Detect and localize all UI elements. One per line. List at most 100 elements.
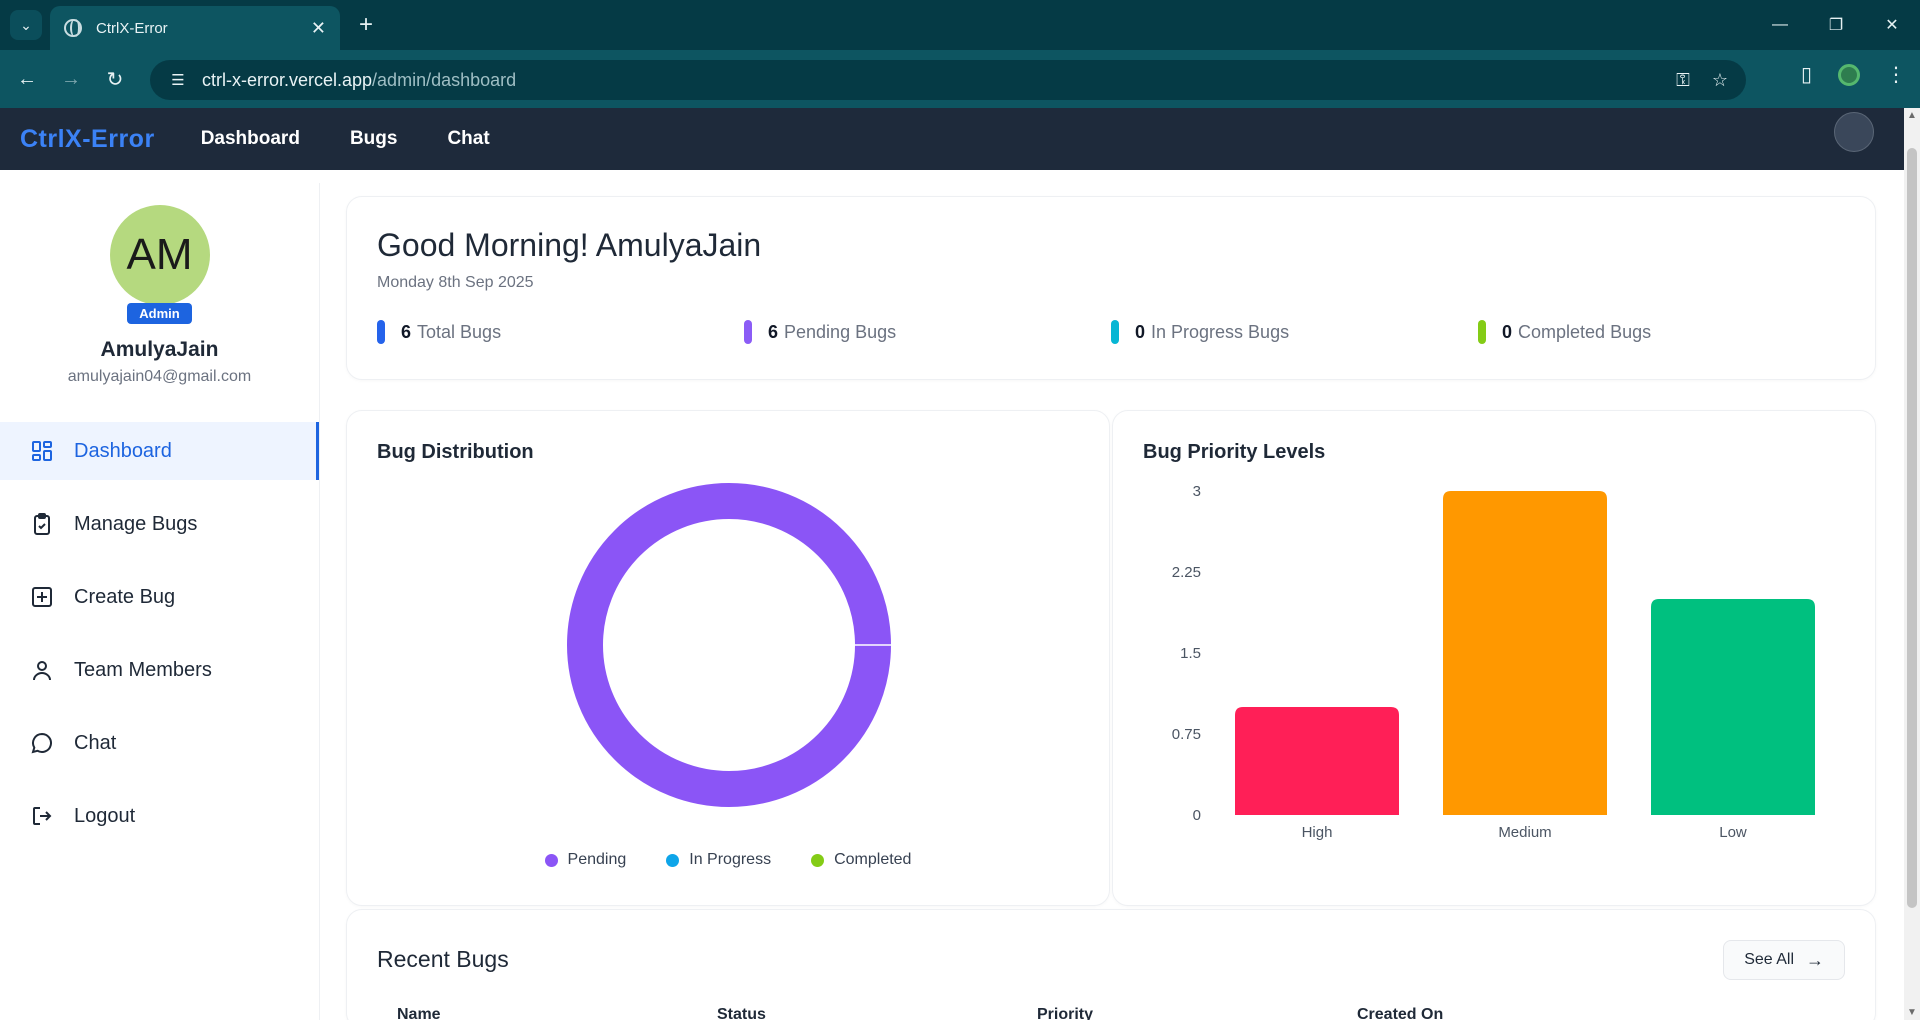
x-tick-label: Low xyxy=(1719,824,1747,841)
scroll-down-icon[interactable]: ▼ xyxy=(1907,1007,1917,1018)
arrow-right-icon: → xyxy=(1806,949,1824,970)
y-tick-label: 0 xyxy=(1193,807,1201,824)
sidebar: AM Admin AmulyaJain amulyajain04@gmail.c… xyxy=(0,183,320,1020)
see-all-label: See All xyxy=(1744,951,1794,968)
address-bar[interactable]: ☰ ctrl-x-error.vercel.app/admin/dashboar… xyxy=(150,60,1746,100)
bar-high xyxy=(1235,707,1399,815)
greeting-card: Good Morning! AmulyaJain Monday 8th Sep … xyxy=(346,196,1876,380)
profile-name: AmulyaJain xyxy=(100,338,219,361)
legend-label: Pending xyxy=(567,851,627,868)
stat-label: Total Bugs xyxy=(417,321,502,342)
stat-completed-bugs: 0 Completed Bugs xyxy=(1478,320,1845,344)
site-info-icon[interactable]: ☰ xyxy=(171,72,185,89)
stat-count: 0 xyxy=(1502,321,1513,342)
sidebar-item-label: Create Bug xyxy=(74,585,176,608)
scroll-up-icon[interactable]: ▲ xyxy=(1907,110,1917,121)
y-tick-label: 2.25 xyxy=(1172,564,1201,581)
legend-dot xyxy=(544,853,558,867)
url-path: /admin/dashboard xyxy=(372,69,517,90)
close-window-button[interactable]: ✕ xyxy=(1885,17,1899,34)
stat-in-progress-bugs: 0 In Progress Bugs xyxy=(1111,320,1478,344)
forward-button[interactable]: → xyxy=(61,67,81,90)
donut-slice-pending xyxy=(567,483,891,807)
password-key-icon[interactable]: ⚿ xyxy=(1676,69,1690,90)
restore-button[interactable]: ❐ xyxy=(1828,17,1844,34)
bar-medium xyxy=(1443,491,1607,815)
nav-chat[interactable]: Chat xyxy=(447,128,490,149)
stat-count: 6 xyxy=(768,321,779,342)
stats-row: 6 Total Bugs 6 Pending Bugs 0 In Progres… xyxy=(377,320,1845,344)
user-icon xyxy=(30,658,54,682)
legend-pending[interactable]: Pending xyxy=(544,851,627,869)
browser-tab[interactable]: CtrlX-Error ✕ xyxy=(50,6,340,50)
stat-label: Pending Bugs xyxy=(784,321,897,342)
stat-label: Completed Bugs xyxy=(1518,321,1652,342)
stat-label: In Progress Bugs xyxy=(1151,321,1290,342)
back-button[interactable]: ← xyxy=(17,67,37,90)
sidebar-item-label: Chat xyxy=(74,731,117,754)
sidebar-item-create-bug[interactable]: Create Bug xyxy=(0,568,319,626)
legend-label: Completed xyxy=(834,851,912,868)
sidebar-item-manage-bugs[interactable]: Manage Bugs xyxy=(0,495,319,553)
column-header: Created On xyxy=(1357,1006,1444,1020)
chart-title: Bug Distribution xyxy=(377,441,534,463)
stat-count: 0 xyxy=(1135,321,1146,342)
stat-bar xyxy=(377,320,385,344)
top-navbar: CtrlX-Error Dashboard Bugs Chat xyxy=(0,108,1904,170)
x-tick-label: High xyxy=(1302,824,1333,841)
recent-bugs-title: Recent Bugs xyxy=(377,946,509,972)
charts-row: Bug Distribution Pending In Progress Com… xyxy=(346,410,1876,906)
legend-dot xyxy=(666,853,680,867)
sidebar-item-dashboard[interactable]: Dashboard xyxy=(0,422,319,480)
bug-priority-card: Bug Priority Levels 0 0.75 1.5 2.25 3 High Med… xyxy=(1112,410,1876,906)
extension-icon[interactable] xyxy=(1838,63,1860,86)
avatar: AM xyxy=(109,205,210,305)
page-scrollbar[interactable]: ▲ ▼ xyxy=(1904,108,1920,1020)
brand-logo[interactable]: CtrlX-Error xyxy=(20,124,155,153)
bookmark-star-icon[interactable]: ☆ xyxy=(1711,69,1728,90)
window-controls: — ❐ ✕ xyxy=(1752,0,1920,50)
legend-label: In Progress xyxy=(689,851,772,868)
stat-pending-bugs: 6 Pending Bugs xyxy=(744,320,1111,344)
y-tick-label: 0.75 xyxy=(1172,726,1201,743)
browser-toolbar: ← → ↻ ☰ ctrl-x-error.vercel.app/admin/da… xyxy=(0,50,1920,108)
close-tab-icon[interactable]: ✕ xyxy=(310,17,326,38)
new-tab-button[interactable]: + xyxy=(358,11,373,38)
plus-square-icon xyxy=(30,585,54,609)
stat-total-bugs: 6 Total Bugs xyxy=(377,320,744,344)
sidebar-menu: Dashboard Manage Bugs Create Bug Team Me… xyxy=(0,422,319,845)
scrollbar-thumb[interactable] xyxy=(1907,148,1917,908)
chart-legend: Pending In Progress Completed xyxy=(347,851,1109,869)
nav-dashboard[interactable]: Dashboard xyxy=(200,128,300,149)
sidebar-item-team-members[interactable]: Team Members xyxy=(0,641,319,699)
role-badge: Admin xyxy=(127,303,192,324)
y-tick-label: 1.5 xyxy=(1180,645,1201,662)
url-host: ctrl-x-error.vercel.app xyxy=(202,69,373,90)
chart-title: Bug Priority Levels xyxy=(1143,441,1326,463)
tab-search-button[interactable]: ⌄ xyxy=(10,10,42,40)
user-avatar-button[interactable] xyxy=(1834,112,1874,152)
sidebar-item-logout[interactable]: Logout xyxy=(0,787,319,845)
recent-bugs-card: Recent Bugs See All → Name Status Priori… xyxy=(346,909,1876,1020)
legend-completed[interactable]: Completed xyxy=(811,851,911,869)
sidebar-item-chat[interactable]: Chat xyxy=(0,714,319,772)
logout-icon xyxy=(30,804,54,828)
column-header: Status xyxy=(717,1006,766,1020)
globe-icon xyxy=(64,19,82,37)
bar-chart: 0 0.75 1.5 2.25 3 High Medium Low xyxy=(1172,483,1815,841)
legend-in-progress[interactable]: In Progress xyxy=(666,851,771,869)
extensions-puzzle-icon[interactable]: ▯ xyxy=(1800,64,1812,86)
dashboard-grid-icon xyxy=(30,439,54,463)
tab-title: CtrlX-Error xyxy=(96,19,168,37)
see-all-button[interactable]: See All → xyxy=(1723,940,1845,980)
stat-bar xyxy=(1111,320,1119,344)
minimize-button[interactable]: — xyxy=(1772,16,1788,33)
browser-menu-icon[interactable]: ⋮ xyxy=(1886,64,1906,86)
nav-bugs[interactable]: Bugs xyxy=(349,128,398,149)
legend-dot xyxy=(811,853,825,867)
bug-distribution-card: Bug Distribution Pending In Progress Com… xyxy=(346,410,1110,906)
reload-button[interactable]: ↻ xyxy=(106,68,124,91)
column-header: Priority xyxy=(1037,1006,1094,1020)
donut-chart xyxy=(567,483,891,807)
stat-bar xyxy=(1478,320,1486,344)
